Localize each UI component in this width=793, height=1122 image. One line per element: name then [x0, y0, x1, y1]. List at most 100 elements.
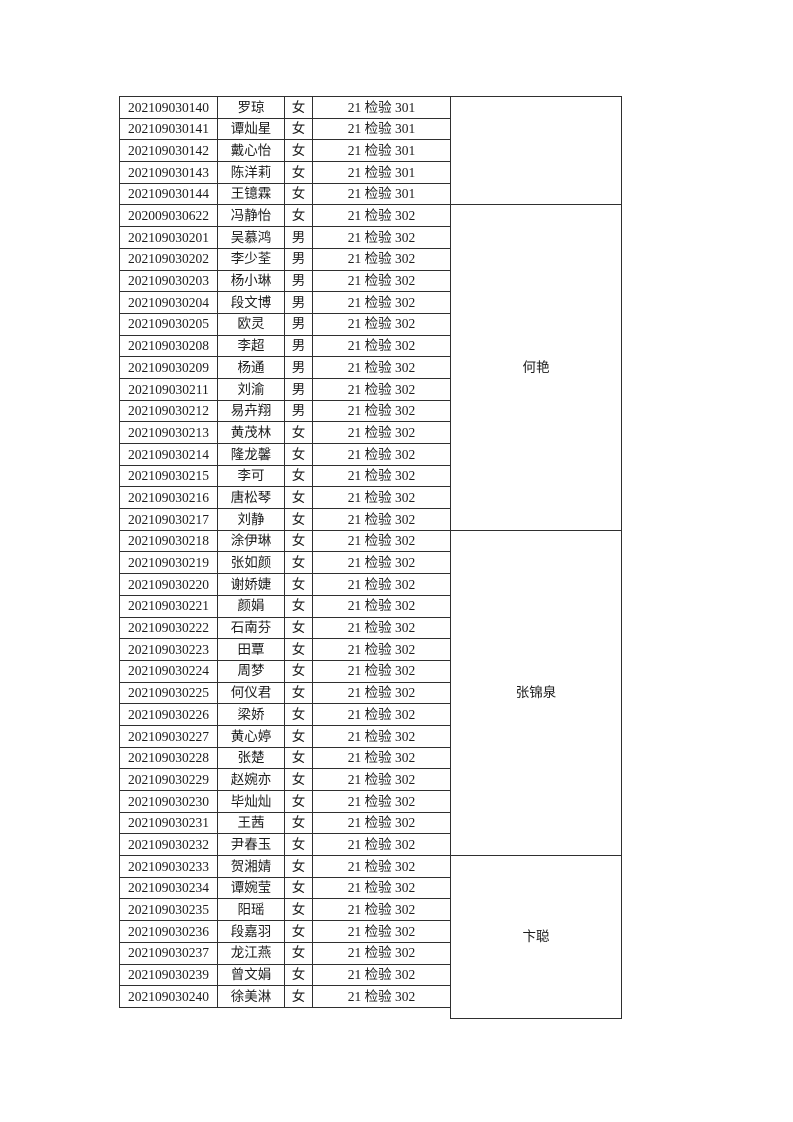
student-name-cell: 尹春玉	[217, 833, 285, 857]
gender-cell: 女	[284, 464, 313, 488]
gender-cell: 女	[284, 724, 313, 748]
student-id-cell: 202109030237	[119, 941, 218, 965]
spacer-cell	[313, 1007, 451, 1018]
table-row: 202109030142 戴心怡女 21 检验 301	[119, 139, 622, 163]
student-name-cell: 段嘉羽	[217, 920, 285, 943]
class-cell: 21 检验 302	[312, 898, 451, 922]
class-cell: 21 检验 302	[312, 204, 451, 228]
student-id-cell: 202109030212	[119, 399, 218, 423]
student-name-cell: 刘静	[217, 508, 285, 531]
table-row: 202109030143 陈洋莉女 21 检验 301	[119, 161, 622, 184]
student-name-cell: 谭灿星	[217, 117, 285, 141]
student-name-cell: 李可	[217, 464, 285, 488]
gender-cell: 女	[284, 638, 313, 661]
table-row: 202109030212 易卉翔男 21 检验 302	[119, 399, 622, 423]
class-cell: 21 检验 302	[312, 920, 451, 943]
student-name-cell: 颜娟	[217, 594, 285, 618]
class-cell: 21 检验 302	[312, 681, 451, 705]
student-id-cell: 202109030223	[119, 638, 218, 661]
student-id-cell: 202109030239	[119, 963, 218, 987]
student-id-cell: 202109030236	[119, 920, 218, 943]
gender-cell: 女	[284, 594, 313, 618]
student-id-cell: 202109030211	[119, 377, 218, 401]
student-name-cell: 贺湘婧	[217, 855, 285, 878]
table-row: 202109030218 涂伊琳女 21 检验 302 张锦泉	[119, 529, 622, 857]
student-name-cell: 易卉翔	[217, 399, 285, 423]
student-name-cell: 李超	[217, 334, 285, 358]
class-cell: 21 检验 302	[312, 508, 451, 531]
table-row: 202109030239 曾文娟女 21 检验 302	[119, 963, 622, 987]
class-cell: 21 检验 302	[312, 312, 451, 336]
table-row: 202109030213 黄茂林女 21 检验 302	[119, 421, 622, 444]
roster-tbody: 202109030140 罗琼女 21 检验 301 202109030141 谭灿星女…	[119, 95, 622, 1019]
student-name-cell: 黄心婷	[217, 724, 285, 748]
student-id-cell: 202109030216	[119, 486, 218, 510]
student-id-cell: 202109030231	[119, 811, 218, 835]
gender-cell: 女	[284, 529, 313, 553]
table-row: 202109030208 李超男 21 检验 302	[119, 334, 622, 358]
student-name-cell: 赵婉亦	[217, 768, 285, 791]
gender-cell: 女	[284, 746, 313, 770]
class-cell: 21 检验 302	[312, 703, 451, 726]
student-name-cell: 阳瑶	[217, 898, 285, 922]
spacer-cell	[285, 1007, 313, 1018]
class-cell: 21 检验 301	[312, 182, 451, 206]
student-id-cell: 202109030213	[119, 421, 218, 444]
student-id-cell: 202109030220	[119, 573, 218, 596]
student-name-cell: 张楚	[217, 746, 285, 770]
table-row: 202109030141 谭灿星女 21 检验 301	[119, 117, 622, 141]
gender-cell: 女	[284, 898, 313, 922]
student-id-cell: 202109030143	[119, 161, 218, 184]
table-row: 202109030223 田覃女 21 检验 302	[119, 638, 622, 661]
gender-cell: 女	[284, 161, 313, 184]
gender-cell: 男	[284, 226, 313, 249]
teacher-cell: 卞聪	[450, 855, 622, 1019]
class-cell: 21 检验 302	[312, 269, 451, 293]
student-id-cell: 202109030202	[119, 247, 218, 271]
gender-cell: 女	[284, 790, 313, 813]
student-id-cell: 202109030203	[119, 269, 218, 293]
class-cell: 21 检验 302	[312, 529, 451, 553]
class-cell: 21 检验 302	[312, 659, 451, 683]
class-cell: 21 检验 302	[312, 551, 451, 575]
student-id-cell: 202109030229	[119, 768, 218, 791]
table-row: 202109030225 何仪君女 21 检验 302	[119, 681, 622, 705]
gender-cell: 女	[284, 876, 313, 900]
class-cell: 21 检验 302	[312, 377, 451, 401]
student-id-cell: 202109030227	[119, 724, 218, 748]
student-id-cell: 202109030235	[119, 898, 218, 922]
table-row: 202109030233 贺湘婧女 21 检验 302 卞聪	[119, 855, 622, 1019]
class-cell: 21 检验 301	[312, 139, 451, 163]
student-id-cell: 202109030233	[119, 855, 218, 878]
student-id-cell: 202109030218	[119, 529, 218, 553]
student-roster-table: 202109030140 罗琼女 21 检验 301 202109030141 谭灿星女…	[119, 95, 622, 1019]
gender-cell: 男	[284, 269, 313, 293]
teacher-cell	[450, 95, 622, 206]
student-name-cell: 李少荃	[217, 247, 285, 271]
table-row: 202109030237 龙江燕女 21 检验 302	[119, 941, 622, 965]
gender-cell: 女	[284, 443, 313, 466]
gender-cell: 男	[284, 312, 313, 336]
student-id-cell: 202109030222	[119, 616, 218, 640]
table-row: 202109030234 谭婉莹女 21 检验 302	[119, 876, 622, 900]
gender-cell: 女	[284, 204, 313, 228]
student-id-cell: 202109030208	[119, 334, 218, 358]
gender-cell: 女	[284, 855, 313, 878]
teacher-cell: 张锦泉	[450, 529, 622, 857]
class-cell: 21 检验 302	[312, 876, 451, 900]
student-id-cell: 202109030232	[119, 833, 218, 857]
gender-cell: 男	[284, 356, 313, 379]
class-cell: 21 检验 302	[312, 464, 451, 488]
student-name-cell: 王镱霖	[217, 182, 285, 206]
class-cell: 21 检验 302	[312, 356, 451, 379]
student-id-cell: 202009030622	[119, 204, 218, 228]
class-cell: 21 检验 302	[312, 790, 451, 813]
student-id-cell: 202109030221	[119, 594, 218, 618]
gender-cell: 女	[284, 139, 313, 163]
student-name-cell: 田覃	[217, 638, 285, 661]
student-id-cell: 202109030225	[119, 681, 218, 705]
class-cell: 21 检验 302	[312, 334, 451, 358]
table-row: 202109030205 欧灵男 21 检验 302	[119, 312, 622, 336]
student-id-cell: 202109030142	[119, 139, 218, 163]
table-row: 202109030144 王镱霖女 21 检验 301	[119, 182, 622, 206]
